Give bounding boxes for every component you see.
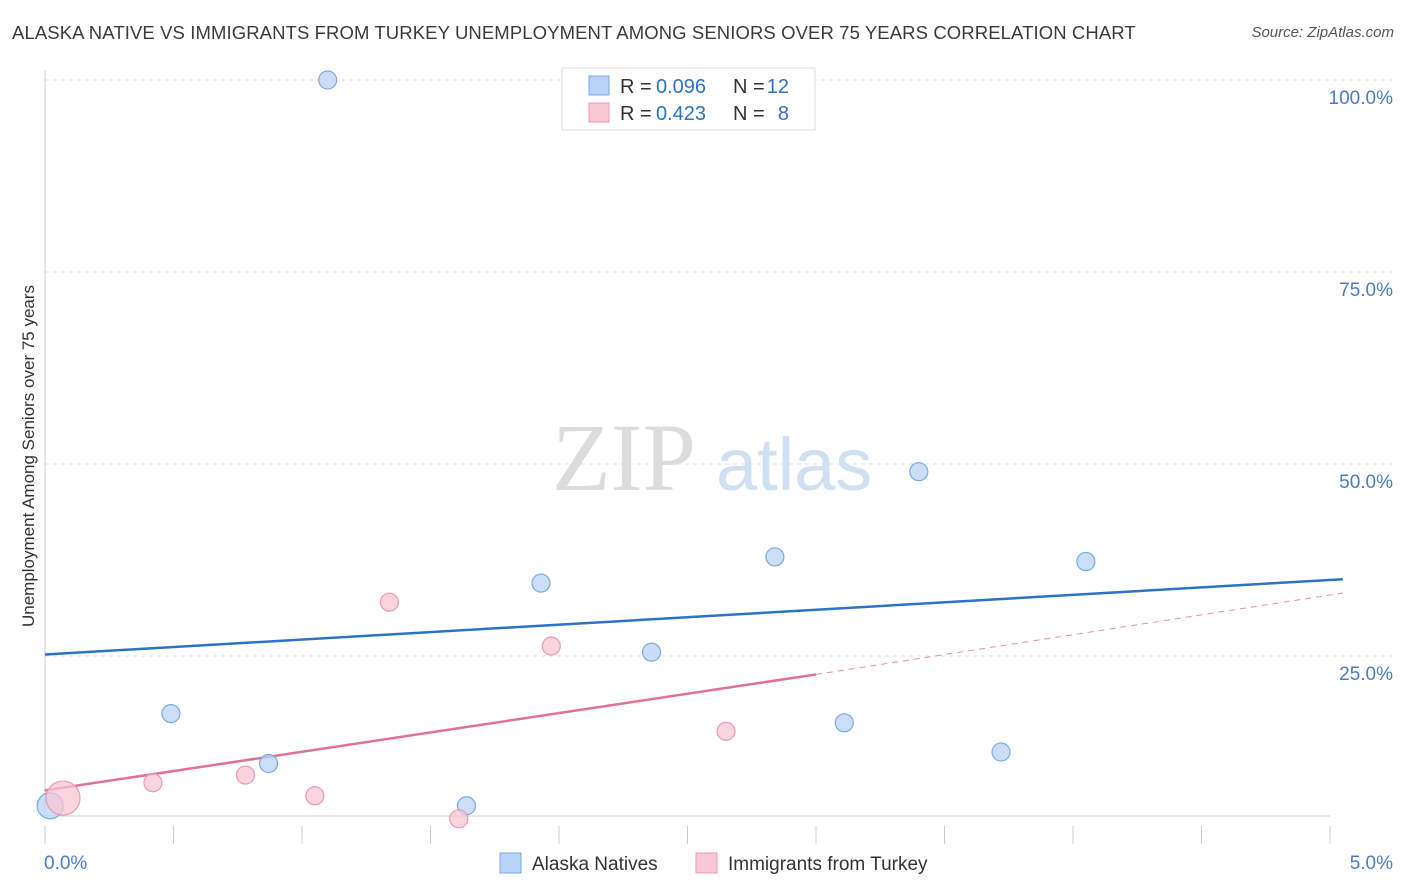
point-alaska-natives-5 bbox=[531, 573, 551, 593]
point-immigrants-turkey-3 bbox=[305, 786, 325, 806]
legend-swatch-immigrants-turkey bbox=[588, 102, 610, 123]
y-tick-label-1: 75.0% bbox=[1339, 280, 1393, 301]
grid-lines bbox=[45, 79, 1393, 657]
point-immigrants-turkey-4 bbox=[379, 592, 399, 612]
point-immigrants-turkey-7 bbox=[716, 721, 736, 741]
point-alaska-natives-8 bbox=[834, 713, 854, 733]
legend-r-label-1: R = bbox=[620, 76, 652, 98]
watermark-atlas: atlas bbox=[716, 423, 872, 506]
legend-n-label-2: N = bbox=[733, 103, 765, 125]
point-alaska-natives-1 bbox=[161, 703, 181, 724]
y-tick-label-2: 50.0% bbox=[1339, 472, 1393, 493]
chart-title: ALASKA NATIVE VS IMMIGRANTS FROM TURKEY … bbox=[12, 22, 1136, 43]
point-alaska-natives-2 bbox=[258, 753, 279, 774]
x-tick-label-min: 0.0% bbox=[44, 853, 87, 874]
series-legend-swatch-alaska-natives bbox=[499, 852, 522, 874]
point-alaska-natives-7 bbox=[765, 547, 785, 567]
watermark-zip: ZIP bbox=[552, 404, 696, 511]
y-tick-label-3: 25.0% bbox=[1339, 664, 1393, 685]
point-immigrants-turkey-5 bbox=[449, 809, 469, 829]
y-tick-labels: 100.0% 75.0% 50.0% 25.0% bbox=[1329, 88, 1394, 685]
legend-r-value-2: 0.423 bbox=[656, 103, 706, 125]
point-immigrants-turkey-6 bbox=[541, 636, 561, 656]
point-immigrants-turkey-2 bbox=[235, 765, 256, 785]
y-axis-label: Unemployment Among Seniors over 75 years bbox=[19, 285, 38, 627]
data-points bbox=[36, 70, 1096, 829]
point-alaska-natives-6 bbox=[641, 642, 662, 662]
watermark: ZIP atlas bbox=[552, 404, 872, 511]
x-tick-label-max: 5.0% bbox=[1350, 853, 1393, 874]
point-alaska-natives-3 bbox=[318, 70, 338, 90]
point-alaska-natives-10 bbox=[991, 742, 1011, 762]
series-legend-swatch-immigrants-turkey bbox=[695, 852, 718, 874]
series-legend: Alaska Natives Immigrants from Turkey bbox=[499, 852, 928, 875]
point-alaska-natives-9 bbox=[909, 462, 929, 482]
trend-line-immigrants-turkey bbox=[44, 673, 817, 792]
trend-lines bbox=[44, 577, 1343, 792]
point-immigrants-turkey-0 bbox=[45, 780, 81, 816]
point-immigrants-turkey-1 bbox=[143, 773, 163, 793]
correlation-legend: R = 0.096 N = 12 R = 0.423 N = 8 bbox=[561, 67, 816, 131]
legend-n-value-2: 8 bbox=[778, 103, 789, 125]
source-attribution: Source: ZipAtlas.com bbox=[1251, 24, 1394, 41]
trend-line-extension-immigrants-turkey bbox=[815, 592, 1343, 675]
series-legend-label-alaska-natives: Alaska Natives bbox=[532, 854, 658, 875]
legend-r-label-2: R = bbox=[620, 103, 652, 125]
legend-r-value-1: 0.096 bbox=[656, 76, 706, 98]
point-alaska-natives-11 bbox=[1076, 551, 1096, 572]
legend-n-label-1: N = bbox=[733, 76, 765, 98]
x-tick-marks bbox=[44, 826, 1331, 844]
y-tick-label-0: 100.0% bbox=[1329, 88, 1394, 109]
trend-line-alaska-natives bbox=[44, 577, 1343, 656]
series-legend-label-immigrants-turkey: Immigrants from Turkey bbox=[728, 854, 928, 875]
legend-n-value-1: 12 bbox=[767, 76, 789, 98]
legend-swatch-alaska-natives bbox=[588, 75, 610, 96]
